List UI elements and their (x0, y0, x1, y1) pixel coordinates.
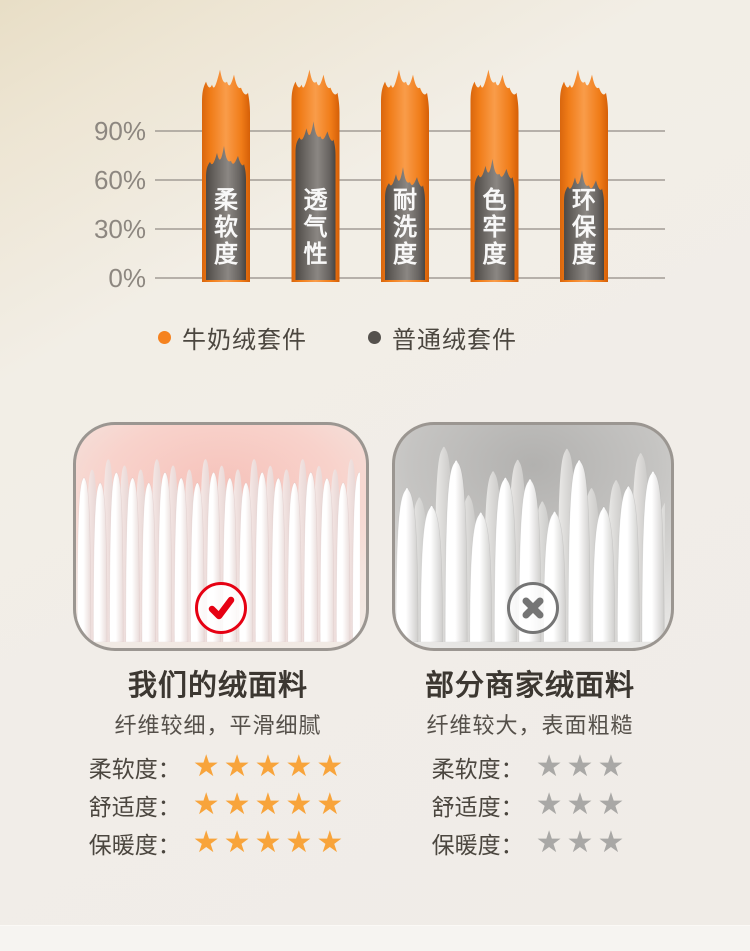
star-rating: ★★★ (535, 788, 629, 821)
svg-text:耐洗度: 耐洗度 (393, 187, 418, 268)
svg-text:色牢度: 色牢度 (483, 186, 508, 268)
check-icon (195, 582, 247, 634)
star-rating: ★★★★★ (192, 788, 348, 821)
rating-label: 柔软度： (431, 756, 524, 782)
svg-text:60%: 60% (94, 165, 146, 195)
our-fabric-card (73, 422, 369, 651)
legend-dot-orange-icon (158, 331, 171, 344)
star-rating: ★★★ (535, 826, 629, 859)
svg-text:90%: 90% (94, 116, 146, 146)
competitor-fabric-subtitle: 纤维较大，表面粗糙 (426, 713, 634, 738)
svg-text:30%: 30% (94, 214, 146, 244)
star-rating: ★★★ (535, 750, 629, 783)
rating-row-comfort: 舒适度： ★★★★★ (73, 786, 363, 824)
flame-bar-chart: 0% 30% 60% 90% 柔软度 透气性 耐洗度 色牢度 环保度 (94, 69, 665, 293)
star-rating: ★★★★★ (192, 750, 348, 783)
svg-text:0%: 0% (108, 263, 146, 293)
bottom-strip (0, 925, 750, 951)
our-fabric-ratings: 柔软度： ★★★★★ 舒适度： ★★★★★ 保暖度： ★★★★★ (73, 748, 363, 862)
rating-row-warmth: 保暖度： ★★★★★ (73, 824, 363, 862)
svg-text:柔软度: 柔软度 (214, 187, 239, 268)
rating-label: 舒适度： (431, 794, 524, 820)
svg-text:透气性: 透气性 (303, 187, 329, 268)
competitor-fabric-ratings: 柔软度： ★★★ 舒适度： ★★★ 保暖度： ★★★ (392, 748, 668, 862)
legend-label-ordinary-velvet: 普通绒套件 (392, 327, 517, 354)
rating-label: 舒适度： (88, 794, 181, 820)
rating-row-comfort: 舒适度： ★★★ (392, 786, 668, 824)
rating-label: 保暖度： (88, 832, 181, 858)
rating-label: 保暖度： (431, 832, 524, 858)
competitor-fabric-title: 部分商家绒面料 (424, 670, 635, 702)
competitor-fabric-card (392, 422, 674, 651)
legend-item-milk-velvet: 牛奶绒套件 (158, 320, 307, 355)
rating-row-softness: 柔软度： ★★★★★ (73, 748, 363, 786)
coarse-fiber-illustration (395, 446, 665, 642)
our-fabric-title: 我们的绒面料 (127, 670, 308, 702)
legend-dot-gray-icon (368, 331, 381, 344)
svg-text:环保度: 环保度 (571, 187, 597, 268)
x-icon (507, 582, 559, 634)
fabric-performance-chart-section: 0% 30% 60% 90% 柔软度 透气性 耐洗度 色牢度 环保度 牛奶绒套件 普通绒套件 (0, 0, 750, 360)
our-fabric-subtitle: 纤维较细，平滑细腻 (114, 713, 322, 738)
rating-row-warmth: 保暖度： ★★★ (392, 824, 668, 862)
legend-item-ordinary-velvet: 普通绒套件 (368, 320, 517, 355)
rating-row-softness: 柔软度： ★★★ (392, 748, 668, 786)
rating-label: 柔软度： (88, 756, 181, 782)
legend-label-milk-velvet: 牛奶绒套件 (182, 327, 307, 354)
star-rating: ★★★★★ (192, 826, 348, 859)
